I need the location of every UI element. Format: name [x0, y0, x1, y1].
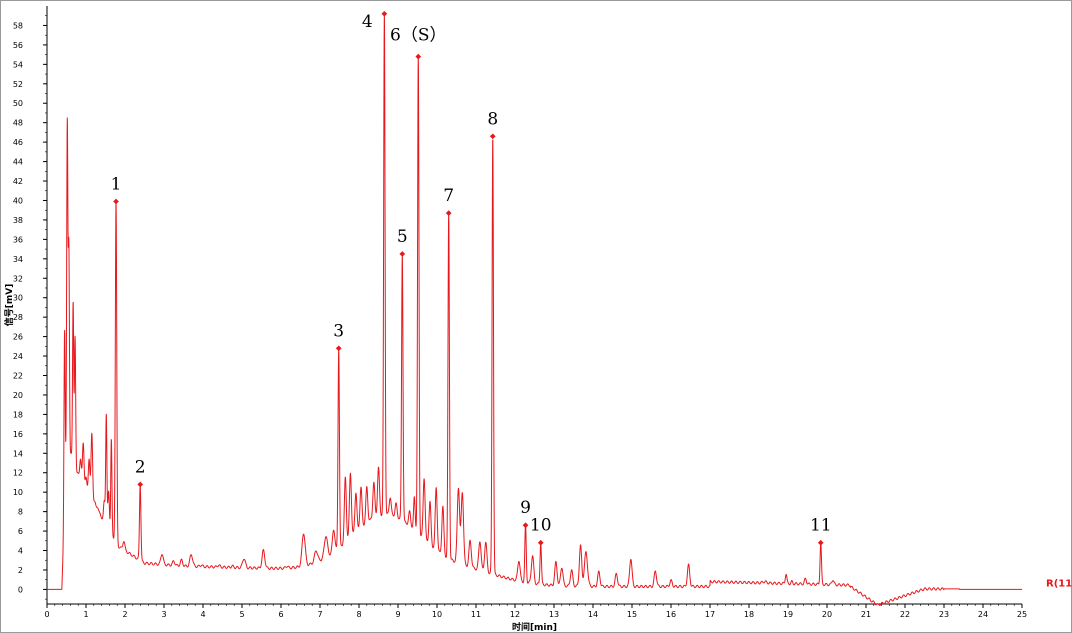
x-tick-label: 15	[627, 610, 637, 619]
y-tick-label: 38	[13, 216, 23, 225]
peak-marker	[489, 133, 496, 140]
trace-name-label: R(11)	[1046, 578, 1072, 589]
y-tick-label: 22	[13, 371, 23, 380]
peak-label: 8	[487, 109, 498, 129]
y-tick-label: 10	[13, 488, 23, 497]
y-tick-label: 18	[13, 410, 23, 419]
y-tick-label: 54	[13, 60, 23, 69]
y-tick-label: 30	[13, 294, 23, 303]
axes: 0 1 2 3 4 5 6 7 8 9 10 11 12 13 14 15 16 17 18 19 20 21 22 23 24…	[13, 6, 1027, 619]
peak-label: 4	[362, 12, 373, 32]
signal-trace	[46, 16, 1023, 606]
y-axis-title: 信号[mV]	[3, 284, 15, 327]
x-tick-label: 12	[510, 610, 520, 619]
y-tick-label: 36	[13, 235, 23, 244]
peak-marker	[522, 522, 529, 529]
peak-labels: 1 2 3 4 5 6（S） 7 8 910 11	[111, 12, 832, 536]
peak-label: 1	[111, 174, 122, 194]
y-tick-label: 20	[13, 391, 23, 400]
y-tick-label: 48	[13, 119, 23, 128]
peak-label: 5	[397, 227, 408, 247]
x-tick-label: 16	[666, 610, 676, 619]
x-tick-label: 0	[44, 610, 49, 619]
peak-marker	[335, 345, 342, 352]
x-tick-label: 4	[200, 610, 205, 619]
x-tick-label: 3	[161, 610, 166, 619]
x-tick-label: 2	[122, 610, 127, 619]
y-tick-label: 28	[13, 313, 23, 322]
x-tick-label: 19	[783, 610, 793, 619]
peak-marker	[537, 539, 544, 546]
x-tick-label: 11	[471, 610, 481, 619]
y-tick-label: 12	[13, 469, 23, 478]
y-tick-label: 24	[13, 352, 23, 361]
x-tick-label: 8	[356, 610, 361, 619]
y-tick-label: 50	[13, 99, 23, 108]
peak-label: 3	[333, 321, 344, 341]
peak-marker	[817, 539, 824, 546]
y-tick-label: 2	[18, 566, 23, 575]
peak-label: 7	[443, 186, 454, 206]
y-tick-label: 6	[18, 527, 23, 536]
y-tick-label: 44	[13, 158, 23, 167]
peak-label: 2	[135, 457, 146, 477]
x-tick-label: 20	[822, 610, 832, 619]
x-axis-title: 时间[min]	[512, 621, 557, 633]
x-tick-label: 24	[978, 610, 988, 619]
x-tick-label: 17	[705, 610, 715, 619]
y-tick-label: 16	[13, 430, 23, 439]
y-tick-label: 26	[13, 333, 23, 342]
peak-label: 11	[810, 516, 832, 536]
peak-marker	[399, 251, 406, 257]
y-tick-label: 8	[18, 508, 23, 517]
y-tick-label: 34	[13, 255, 23, 264]
x-tick-label: 7	[317, 610, 322, 619]
peak-label: 6（S）	[390, 26, 446, 46]
x-tick-label: 13	[549, 610, 559, 619]
x-tick-label: 23	[939, 610, 949, 619]
peak-label: 9	[520, 498, 531, 518]
peak-marker	[137, 481, 144, 488]
x-tick-label: 5	[239, 610, 244, 619]
y-tick-label: 56	[13, 41, 23, 50]
x-tick-label: 22	[900, 610, 910, 619]
peak-markers	[113, 10, 824, 546]
peak-marker	[445, 210, 452, 216]
peak-label: 10	[530, 516, 552, 536]
y-tick-label: 42	[13, 177, 23, 186]
x-tick-label: 6	[278, 610, 283, 619]
y-tick-label: 40	[13, 196, 23, 205]
signal-line	[46, 16, 1023, 606]
y-tick-label: 4	[18, 547, 23, 556]
y-tick-label: 14	[13, 449, 23, 458]
x-tick-label: 9	[395, 610, 400, 619]
y-tick-label: 58	[13, 21, 23, 30]
peak-marker	[113, 198, 119, 205]
y-tick-label: 0	[18, 585, 23, 594]
x-tick-label: 14	[588, 610, 598, 619]
x-tick-label: 21	[861, 610, 871, 619]
x-tick-label: 1	[83, 610, 88, 619]
x-tick-label: 25	[1017, 610, 1027, 619]
y-tick-label: 32	[13, 274, 23, 283]
y-tick-label: 46	[13, 138, 23, 147]
x-tick-label: 18	[744, 610, 754, 619]
y-tick-label: 52	[13, 80, 23, 89]
x-tick-label: 10	[432, 610, 442, 619]
